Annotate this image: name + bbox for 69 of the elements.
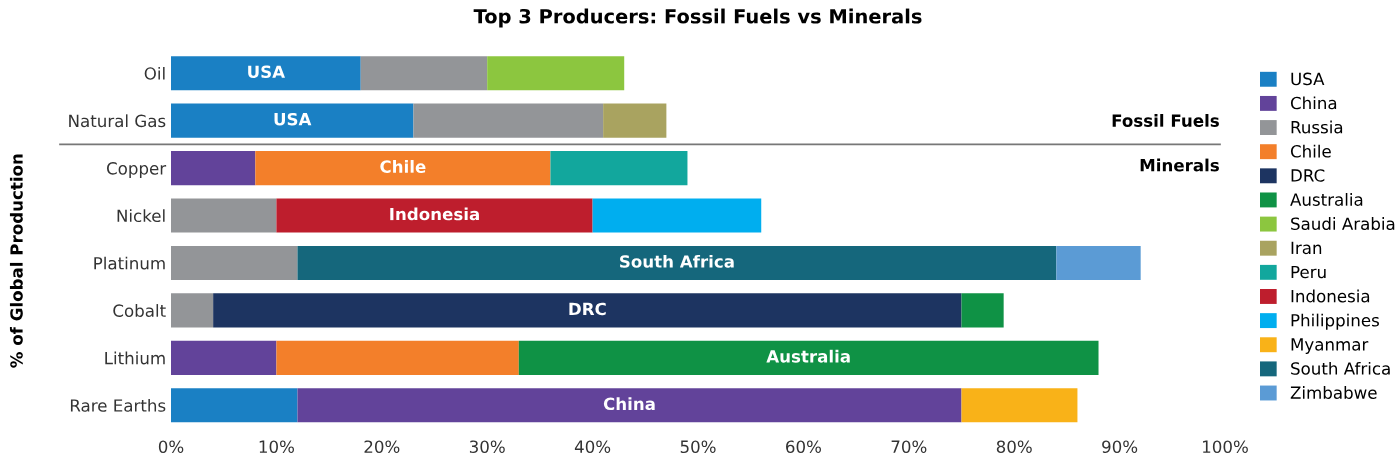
bar: [360, 56, 488, 91]
y-tick-label: Natural Gas: [69, 114, 166, 128]
bar: [255, 151, 551, 186]
y-tick-label: Platinum: [94, 256, 165, 270]
annotation: China: [603, 397, 655, 411]
x-tick-label: 0%: [158, 440, 184, 454]
annotation: USA: [274, 112, 312, 126]
annotation: Chile: [380, 160, 426, 173]
annotation: Minerals: [1140, 158, 1219, 172]
y-axis-title: % of Global Production: [9, 154, 23, 368]
x-tick-label: 80%: [996, 440, 1032, 454]
bar: [518, 340, 1099, 375]
legend-label: China: [1290, 96, 1337, 110]
bar: [171, 388, 298, 423]
legend-label: Philippines: [1291, 313, 1379, 330]
x-tick-label: 50%: [680, 440, 716, 454]
legend-label: USA: [1291, 72, 1325, 86]
annotation: Fossil Fuels: [1112, 114, 1219, 127]
bar: [171, 198, 277, 233]
legend-label: DRC: [1291, 169, 1325, 182]
legend-label: Peru: [1291, 265, 1326, 279]
bar: [550, 151, 688, 186]
annotation: DRC: [569, 302, 606, 316]
chart-title: Top 3 Producers: Fossil Fuels vs Minerals: [473, 8, 922, 28]
x-tick-label: 10%: [259, 440, 294, 454]
x-tick-label: 30%: [469, 440, 505, 454]
annotation: Indonesia: [390, 207, 479, 221]
bar: [171, 103, 414, 138]
bar: [171, 340, 277, 375]
bar: [171, 245, 298, 281]
y-tick-label: Lithium: [105, 351, 165, 365]
y-tick-label: Oil: [144, 66, 165, 80]
legend-label: South Africa: [1291, 361, 1390, 375]
legend-label: Chile: [1290, 144, 1331, 158]
y-tick-label: Rare Earths: [70, 398, 166, 412]
legend-label: Saudi Arabia: [1291, 217, 1395, 231]
bar: [276, 340, 519, 375]
legend-label: Zimbabwe: [1290, 386, 1377, 399]
bar: [297, 245, 1057, 281]
bar: [592, 198, 762, 233]
bar: [413, 103, 604, 138]
x-tick-label: 70%: [891, 440, 927, 454]
x-tick-label: 40%: [574, 440, 611, 454]
annotation: Australia: [766, 349, 850, 363]
legend-label: Myanmar: [1291, 338, 1369, 354]
y-tick-label: Copper: [106, 162, 167, 178]
bar: [171, 56, 361, 91]
bar: [213, 293, 962, 328]
x-tick-label: 60%: [786, 440, 821, 454]
bar: [487, 56, 625, 91]
legend-label: Australia: [1290, 192, 1363, 206]
y-tick-label: Cobalt: [113, 304, 166, 317]
bar: [171, 151, 256, 186]
bar: [961, 388, 1078, 423]
bar: [171, 293, 214, 328]
bar: [297, 388, 962, 423]
legend-label: Iran: [1291, 241, 1322, 255]
x-tick-label: 90%: [1102, 440, 1138, 454]
bar: [603, 103, 667, 138]
annotation: South Africa: [620, 254, 734, 268]
x-tick-label: 100%: [1203, 440, 1248, 454]
bar: [961, 293, 1004, 328]
annotation: USA: [248, 65, 285, 79]
legend-label: Russia: [1291, 120, 1343, 134]
bar: [276, 198, 593, 233]
legend-label: Indonesia: [1291, 289, 1370, 303]
x-tick-label: 20%: [364, 440, 400, 454]
bar: [1056, 245, 1141, 281]
y-tick-label: Nickel: [117, 209, 165, 223]
